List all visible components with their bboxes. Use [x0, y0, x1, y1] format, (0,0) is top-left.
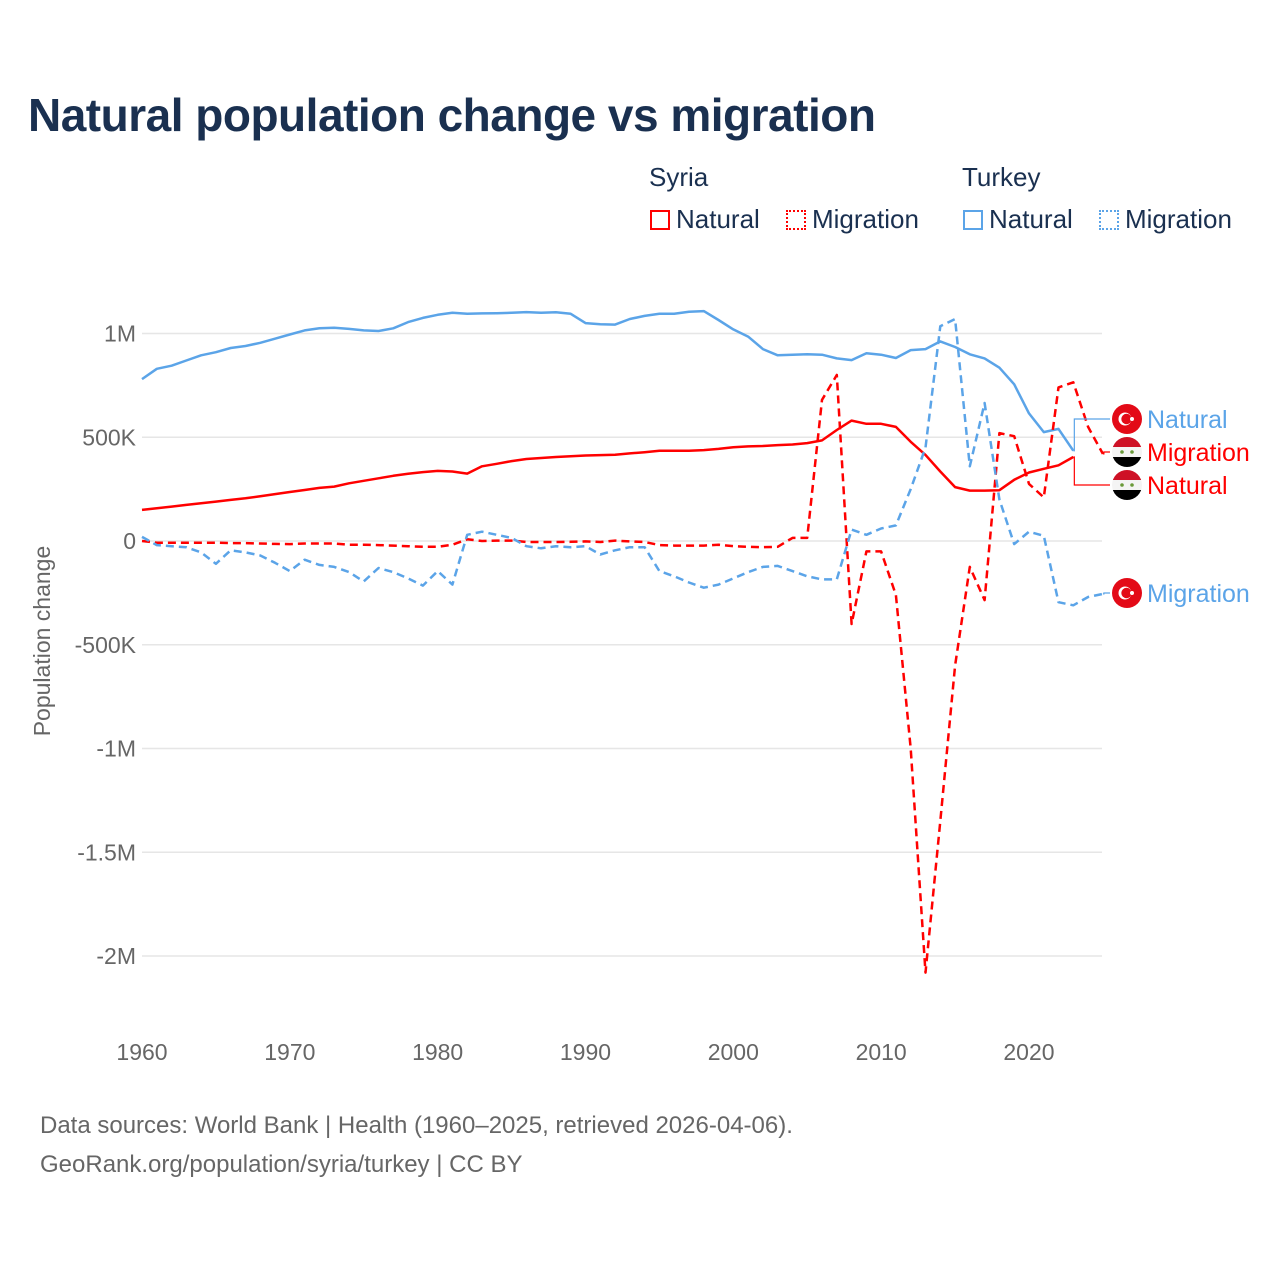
y-tick-label: -1.5M — [77, 839, 136, 865]
flag-star — [1120, 483, 1124, 487]
end-label-text: Migration — [1147, 580, 1250, 608]
legend-swatch-dotted — [786, 209, 806, 230]
legend-label: Natural — [676, 204, 760, 234]
end-label-turkey-natural: Natural — [1073, 404, 1228, 452]
x-tick-label: 2020 — [1003, 1039, 1054, 1065]
x-tick-label: 1970 — [264, 1039, 315, 1065]
end-label-text: Natural — [1147, 472, 1228, 500]
legend-syria-migration[interactable]: Migration — [786, 204, 919, 235]
legend-turkey-natural[interactable]: Natural — [963, 204, 1073, 235]
legend-turkey-migration[interactable]: Migration — [1099, 204, 1232, 235]
flag-stripe-black — [1112, 457, 1142, 467]
legend-swatch-dotted — [1099, 209, 1119, 230]
legend-syria-natural[interactable]: Natural — [650, 204, 760, 235]
flag-star — [1130, 591, 1134, 595]
flag-stripe-black — [1112, 490, 1142, 500]
y-axis-label: Population change — [29, 546, 55, 737]
y-tick-label: -500K — [75, 632, 137, 658]
footer: Data sources: World Bank | Health (1960–… — [40, 1106, 793, 1184]
y-tick-label: -2M — [96, 943, 136, 969]
y-tick-label: 1M — [104, 321, 136, 347]
chart-title: Natural population change vs migration — [28, 89, 876, 141]
leader-line — [1073, 418, 1110, 452]
turkey-natural-line — [141, 309, 1075, 452]
flag-stripe-red — [1112, 470, 1142, 480]
x-tick-label: 1980 — [412, 1039, 463, 1065]
syria-natural-line — [141, 419, 1074, 512]
flag-stripe-red — [1112, 437, 1142, 447]
flag-star — [1130, 417, 1134, 421]
flag-star — [1120, 450, 1124, 454]
x-tick-label: 1960 — [116, 1039, 167, 1065]
end-label-syria-migration: Migration — [1102, 437, 1250, 467]
leader-line — [1102, 451, 1110, 455]
legend-group-turkey: Turkey — [962, 162, 1041, 192]
legend-label: Migration — [812, 204, 919, 234]
end-label-text: Migration — [1147, 439, 1250, 467]
legend-label: Natural — [989, 204, 1073, 234]
legend-swatch-solid — [963, 209, 983, 230]
turkey-migration-line — [141, 317, 1104, 607]
syria-migration-line — [141, 373, 1104, 974]
end-label-text: Natural — [1147, 406, 1228, 434]
flag-crescent-cut — [1121, 413, 1132, 425]
x-tick-label: 2000 — [708, 1039, 759, 1065]
y-tick-label: -1M — [96, 736, 136, 762]
x-tick-label: 1990 — [560, 1039, 611, 1065]
y-tick-label: 0 — [123, 528, 136, 554]
attribution-link[interactable]: GeoRank.org/population/syria/turkey | CC… — [40, 1151, 523, 1178]
flag-star — [1130, 483, 1134, 487]
flag-star — [1130, 450, 1134, 454]
syria-flag-icon — [1112, 470, 1142, 500]
leader-line — [1073, 456, 1110, 486]
legend-label: Migration — [1125, 204, 1232, 234]
leader-line — [1102, 592, 1110, 595]
data-source-text: Data sources: World Bank | Health (1960–… — [40, 1112, 793, 1139]
flag-stripe-white — [1112, 480, 1142, 490]
end-label-turkey-migration: Migration — [1102, 578, 1250, 608]
flag-crescent-cut — [1121, 587, 1132, 599]
flag-stripe-white — [1112, 447, 1142, 457]
x-tick-label: 2010 — [856, 1039, 907, 1065]
legend-swatch-solid — [650, 209, 670, 230]
y-tick-label: 500K — [82, 424, 136, 450]
legend-group-syria: Syria — [649, 162, 709, 192]
syria-flag-icon — [1112, 437, 1142, 467]
end-label-syria-natural: Natural — [1073, 456, 1228, 500]
